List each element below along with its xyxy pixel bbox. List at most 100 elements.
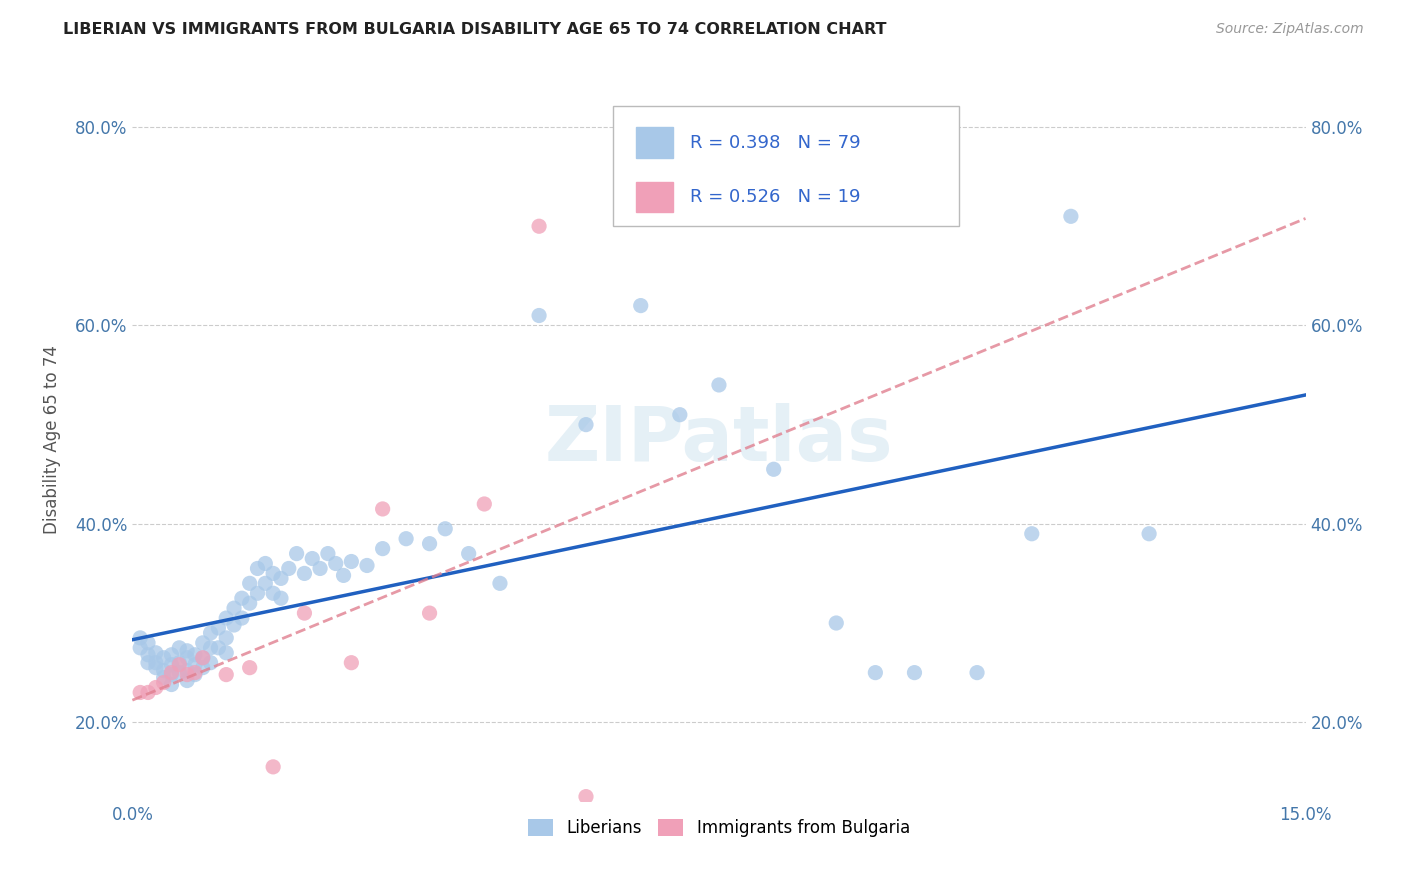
Point	[371, 541, 394, 556]
Point	[489, 576, 512, 591]
Point	[200, 626, 222, 640]
Point	[325, 557, 347, 571]
Point	[136, 656, 159, 670]
Point	[160, 667, 183, 681]
Point	[270, 591, 292, 606]
Point	[152, 675, 174, 690]
Point	[145, 660, 167, 674]
Point	[169, 657, 191, 672]
Point	[294, 606, 316, 620]
Point	[215, 646, 238, 660]
Point	[129, 640, 152, 655]
Point	[254, 576, 277, 591]
Point	[215, 631, 238, 645]
Point	[395, 532, 418, 546]
Point	[575, 417, 598, 432]
Point	[630, 299, 652, 313]
Point	[340, 656, 363, 670]
FancyBboxPatch shape	[613, 106, 959, 226]
Text: R = 0.526   N = 19: R = 0.526 N = 19	[689, 188, 860, 206]
Point	[215, 667, 238, 681]
Point	[191, 650, 214, 665]
Point	[231, 591, 253, 606]
Point	[152, 664, 174, 678]
Point	[419, 536, 441, 550]
Point	[865, 665, 887, 680]
Point	[176, 650, 198, 665]
Point	[371, 502, 394, 516]
Point	[176, 667, 198, 681]
Point	[285, 547, 308, 561]
Point	[145, 646, 167, 660]
Point	[169, 640, 191, 655]
Point	[152, 671, 174, 685]
Point	[145, 681, 167, 695]
Point	[129, 631, 152, 645]
Point	[254, 557, 277, 571]
Point	[309, 561, 332, 575]
Point	[239, 660, 262, 674]
Point	[239, 596, 262, 610]
Point	[262, 586, 284, 600]
Point	[231, 611, 253, 625]
Point	[262, 566, 284, 581]
Point	[136, 648, 159, 662]
Point	[262, 760, 284, 774]
Point	[160, 648, 183, 662]
Point	[270, 571, 292, 585]
Text: LIBERIAN VS IMMIGRANTS FROM BULGARIA DISABILITY AGE 65 TO 74 CORRELATION CHART: LIBERIAN VS IMMIGRANTS FROM BULGARIA DIS…	[63, 22, 887, 37]
Point	[191, 650, 214, 665]
Point	[160, 665, 183, 680]
FancyBboxPatch shape	[636, 128, 673, 158]
Point	[184, 657, 207, 672]
Point	[340, 555, 363, 569]
Point	[215, 611, 238, 625]
Point	[184, 665, 207, 680]
Point	[160, 657, 183, 672]
Point	[457, 547, 479, 561]
Point	[222, 618, 245, 632]
Point	[669, 408, 692, 422]
Point	[1060, 210, 1083, 224]
Point	[707, 378, 730, 392]
Point	[434, 522, 457, 536]
Point	[176, 644, 198, 658]
Point	[356, 558, 378, 573]
Point	[184, 648, 207, 662]
Point	[191, 660, 214, 674]
Point	[1137, 526, 1160, 541]
Point	[176, 673, 198, 688]
Point	[575, 789, 598, 804]
Point	[222, 601, 245, 615]
Point	[207, 640, 229, 655]
Point	[200, 640, 222, 655]
Point	[527, 219, 550, 234]
Point	[762, 462, 785, 476]
Point	[184, 667, 207, 681]
Point	[207, 621, 229, 635]
Point	[316, 547, 339, 561]
Point	[176, 664, 198, 678]
Point	[152, 650, 174, 665]
Point	[966, 665, 988, 680]
Point	[136, 636, 159, 650]
Point	[825, 615, 848, 630]
Point	[1021, 526, 1043, 541]
Point	[332, 568, 354, 582]
Point	[239, 576, 262, 591]
Point	[160, 677, 183, 691]
Point	[169, 656, 191, 670]
Point	[145, 656, 167, 670]
Point	[246, 561, 269, 575]
Point	[246, 586, 269, 600]
Point	[301, 551, 323, 566]
Point	[903, 665, 925, 680]
Legend: Liberians, Immigrants from Bulgaria: Liberians, Immigrants from Bulgaria	[522, 813, 917, 844]
Point	[200, 656, 222, 670]
Point	[294, 566, 316, 581]
Point	[472, 497, 495, 511]
Text: ZIPatlas: ZIPatlas	[544, 402, 893, 476]
Point	[527, 309, 550, 323]
Point	[136, 685, 159, 699]
Text: Source: ZipAtlas.com: Source: ZipAtlas.com	[1216, 22, 1364, 37]
